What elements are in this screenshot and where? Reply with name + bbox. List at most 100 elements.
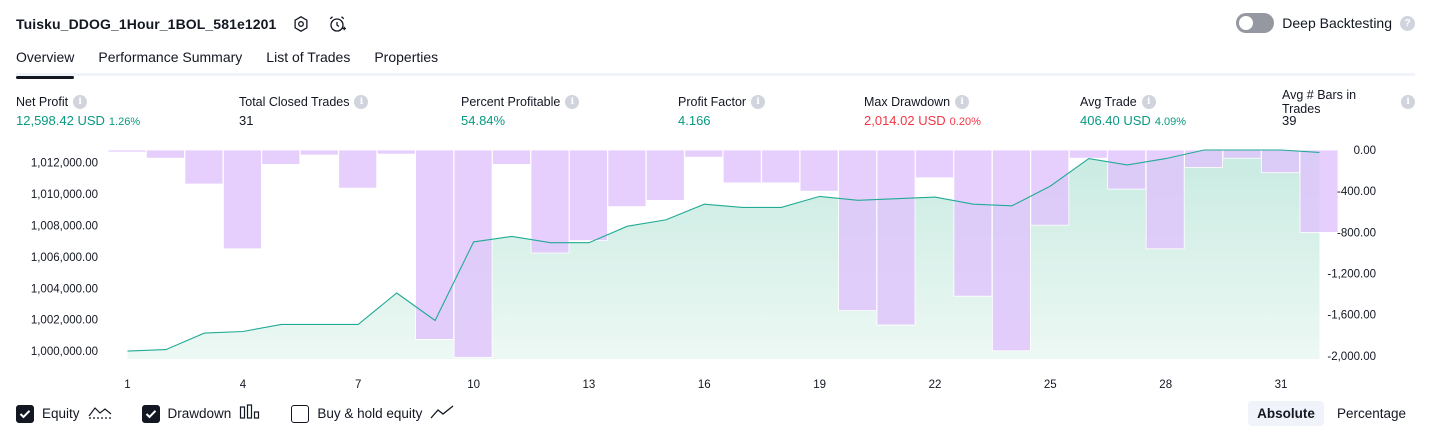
- drawdown-bar: [107, 149, 147, 153]
- drawdown-bar: [338, 149, 378, 189]
- tab-properties[interactable]: Properties: [374, 49, 439, 65]
- legend-buy-hold-equity[interactable]: Buy & hold equity: [291, 404, 454, 423]
- strategy-header: Tuisku_DDOG_1Hour_1BOL_581e1201: [16, 12, 348, 36]
- info-icon[interactable]: i: [751, 94, 766, 109]
- stat-profit-factor: Profit Factor i 4.166: [678, 94, 766, 128]
- legend-equity[interactable]: Equity: [16, 404, 112, 423]
- x-axis-tick-label: 28: [1159, 379, 1172, 391]
- info-icon[interactable]: i: [565, 94, 580, 109]
- left-axis-tick-label: 1,002,000.00: [31, 315, 98, 327]
- stat-label: Net Profit: [16, 94, 69, 109]
- deep-backtesting-label: Deep Backtesting: [1282, 15, 1392, 31]
- stat-label: Percent Profitable: [461, 94, 561, 109]
- scale-toggle: Absolute Percentage: [1248, 401, 1415, 426]
- legend-drawdown[interactable]: Drawdown: [141, 404, 262, 423]
- drawdown-bar: [415, 149, 455, 340]
- drawdown-bar: [722, 149, 762, 184]
- info-icon[interactable]: i: [1141, 94, 1156, 109]
- drawdown-bar: [915, 149, 954, 179]
- x-axis-tick-label: 22: [929, 379, 942, 391]
- percentage-button[interactable]: Percentage: [1336, 406, 1406, 421]
- x-axis-tick-label: 25: [1044, 379, 1057, 391]
- drawdown-bar: [953, 149, 993, 297]
- info-icon[interactable]: i: [73, 94, 88, 109]
- drawdown-bar: [530, 149, 570, 254]
- stat-max-drawdown: Max Drawdown i 2,014.02 USD 0.20%: [864, 94, 981, 128]
- equity-drawdown-chart: 1,000,000.00 1,002,000.00 1,004,000.00 1,00…: [31, 145, 1376, 391]
- stat-label: Avg Trade: [1080, 94, 1137, 109]
- drawdown-bar: [569, 149, 608, 241]
- x-axis-tick-label: 7: [355, 379, 361, 391]
- drawdown-bar: [761, 149, 801, 184]
- help-icon[interactable]: ?: [1400, 15, 1415, 31]
- drawdown-bar: [299, 149, 339, 156]
- drawdown-bar: [261, 149, 301, 165]
- stat-net-profit: Net Profit i 12,598.42 USD 1.26%: [16, 94, 140, 128]
- info-icon[interactable]: i: [1401, 94, 1415, 109]
- deep-backtesting-toggle[interactable]: [1236, 13, 1275, 33]
- stat-value: 406.40 USD: [1080, 113, 1151, 128]
- absolute-button[interactable]: Absolute: [1248, 401, 1324, 426]
- drawdown-bar: [992, 149, 1031, 352]
- x-axis-tick-label: 31: [1275, 379, 1288, 391]
- equity-checkbox[interactable]: [16, 404, 34, 423]
- left-axis-tick-label: 1,004,000.00: [31, 283, 98, 295]
- stat-value: 31: [239, 113, 254, 128]
- stat-total-closed-trades: Total Closed Trades i 31: [239, 94, 369, 128]
- left-axis-tick-label: 1,000,000.00: [31, 346, 98, 358]
- right-axis-tick-label: -400.00: [1337, 186, 1376, 198]
- stat-percent: 4.09%: [1154, 116, 1187, 128]
- drawdown-checkbox[interactable]: [141, 404, 160, 423]
- right-axis-tick-label: 0.00: [1354, 145, 1376, 157]
- legend-label: Buy & hold equity: [317, 406, 423, 421]
- legend-label: Drawdown: [167, 406, 232, 421]
- stat-value: 54.84%: [461, 113, 506, 128]
- stat-label: Total Closed Trades: [239, 94, 350, 109]
- drawdown-bar: [876, 149, 916, 326]
- drawdown-bar: [838, 149, 877, 312]
- strategy-name: Tuisku_DDOG_1Hour_1BOL_581e1201: [16, 16, 277, 32]
- drawdown-bar: [684, 149, 724, 158]
- right-axis-tick-label: -1,600.00: [1327, 310, 1376, 322]
- stat-percent: 0.20%: [949, 116, 981, 128]
- drawdown-bar: [453, 149, 493, 358]
- drawdown-bar: [799, 149, 839, 192]
- stat-value: 2,014.02 USD: [864, 113, 946, 128]
- left-axis-tick-label: 1,012,000.00: [31, 158, 98, 170]
- stat-percent: 1.26%: [108, 116, 141, 128]
- buy-hold-checkbox[interactable]: [291, 404, 310, 423]
- legend-label: Equity: [42, 406, 80, 421]
- x-axis-tick-label: 10: [467, 379, 480, 391]
- drawdown-bar: [184, 149, 224, 185]
- alarm-add-icon[interactable]: [326, 13, 348, 35]
- x-axis-tick-label: 1: [124, 379, 130, 391]
- drawdown-bar: [1222, 149, 1262, 159]
- x-axis-tick-label: 16: [698, 379, 711, 391]
- drawdown-bar: [376, 149, 416, 155]
- tab-performance-summary[interactable]: Performance Summary: [98, 49, 243, 65]
- info-icon[interactable]: i: [955, 94, 970, 109]
- right-axis-tick-label: -1,200.00: [1327, 269, 1376, 281]
- stats-row: Net Profit i 12,598.42 USD 1.26% Total Clo…: [16, 88, 1415, 134]
- stat-value: 39: [1282, 113, 1297, 128]
- tab-list-of-trades[interactable]: List of Trades: [266, 49, 351, 65]
- chart-legend: Equity Drawdown Buy & hold equity: [16, 404, 454, 423]
- stat-label: Max Drawdown: [864, 94, 951, 109]
- drawdown-bar: [1068, 149, 1108, 159]
- drawdown-bar: [145, 149, 185, 159]
- stat-value: 12,598.42 USD: [16, 113, 105, 128]
- equity-line-icon: [88, 404, 112, 423]
- tab-overview[interactable]: Overview: [16, 44, 75, 79]
- drawdown-bar: [1107, 149, 1147, 190]
- drawdown-bar: [645, 149, 685, 201]
- stat-label: Avg # Bars in Trades: [1282, 87, 1357, 116]
- drawdown-bar: [222, 149, 262, 250]
- info-icon[interactable]: i: [354, 94, 369, 109]
- left-axis-tick-label: 1,006,000.00: [31, 252, 98, 264]
- settings-icon[interactable]: [290, 13, 312, 35]
- drawdown-bar: [492, 149, 531, 165]
- x-axis-tick-label: 4: [240, 379, 247, 391]
- drawdown-bars-icon: [239, 404, 261, 423]
- stat-percent-profitable: Percent Profitable i 54.84%: [461, 94, 580, 128]
- stat-avg-trade: Avg Trade i 406.40 USD 4.09%: [1080, 94, 1186, 128]
